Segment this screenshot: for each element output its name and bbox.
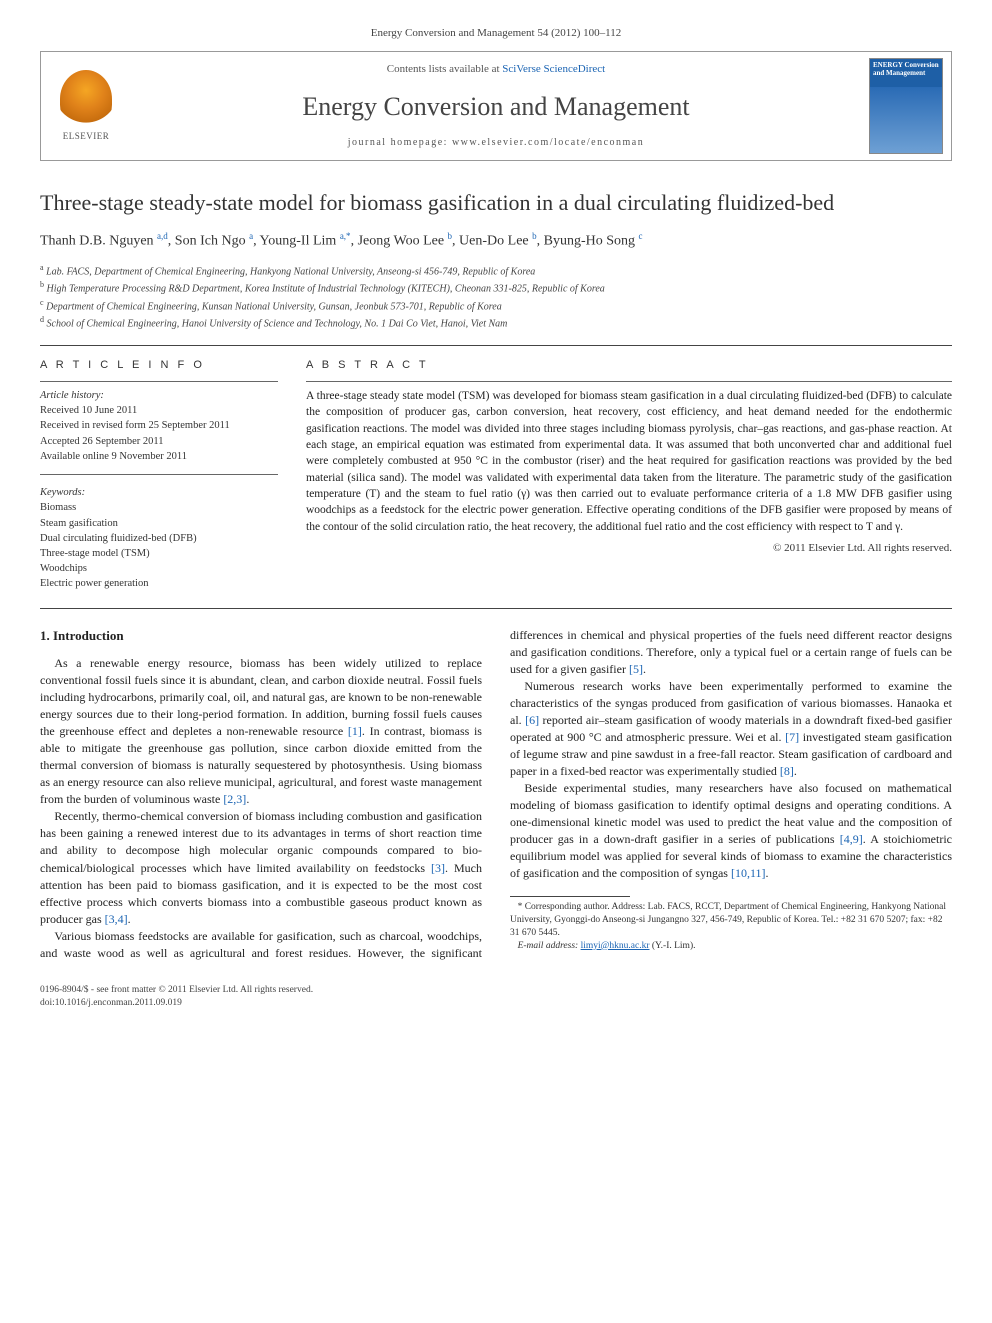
citation-ref[interactable]: [1] [348, 724, 362, 738]
article-history-block: Article history: Received 10 June 2011Re… [40, 388, 278, 592]
history-line: Available online 9 November 2011 [40, 449, 278, 464]
doi-line: doi:10.1016/j.enconman.2011.09.019 [40, 997, 952, 1010]
citation-ref[interactable]: [10,11] [731, 866, 766, 880]
homepage-prefix: journal homepage: [348, 137, 452, 148]
affiliation-list: a Lab. FACS, Department of Chemical Engi… [40, 262, 952, 331]
homepage-url[interactable]: www.elsevier.com/locate/enconman [452, 137, 644, 148]
affiliation-line: c Department of Chemical Engineering, Ku… [40, 297, 952, 314]
corresponding-author-text: * Corresponding author. Address: Lab. FA… [510, 901, 952, 939]
info-rule [40, 381, 278, 382]
body-paragraph: Beside experimental studies, many resear… [510, 780, 952, 882]
elsevier-tree-icon [60, 70, 112, 128]
keyword-line: Steam gasification [40, 516, 278, 531]
footer-meta: 0196-8904/$ - see front matter © 2011 El… [40, 984, 952, 1011]
history-label: Article history: [40, 388, 278, 403]
abstract-column: A B S T R A C T A three-stage steady sta… [306, 358, 952, 591]
cover-thumb-block: ENERGY Conversion and Management [861, 52, 951, 160]
keywords-label: Keywords: [40, 485, 278, 500]
contents-prefix: Contents lists available at [387, 63, 502, 75]
cover-title: ENERGY Conversion and Management [873, 62, 939, 77]
article-title: Three-stage steady-state model for bioma… [40, 189, 952, 217]
abstract-rule [306, 381, 952, 382]
footnote-separator [510, 896, 630, 897]
abstract-text: A three-stage steady state model (TSM) w… [306, 388, 952, 535]
journal-header: ELSEVIER Contents lists available at Sci… [40, 51, 952, 161]
sciencedirect-link[interactable]: SciVerse ScienceDirect [502, 63, 605, 75]
contents-available-line: Contents lists available at SciVerse Sci… [139, 62, 853, 77]
journal-cover-thumbnail: ENERGY Conversion and Management [869, 58, 943, 154]
publisher-logo-block: ELSEVIER [41, 52, 131, 160]
citation-ref[interactable]: [3,4] [105, 912, 128, 926]
citation-line: Energy Conversion and Management 54 (201… [40, 20, 952, 51]
article-body: 1. Introduction As a renewable energy re… [40, 627, 952, 962]
body-paragraph: As a renewable energy resource, biomass … [40, 655, 482, 808]
citation-ref[interactable]: [2,3] [223, 792, 246, 806]
journal-homepage-line: journal homepage: www.elsevier.com/locat… [139, 136, 853, 150]
section-heading-intro: 1. Introduction [40, 627, 482, 645]
keyword-line: Three-stage model (TSM) [40, 546, 278, 561]
affiliation-line: d School of Chemical Engineering, Hanoi … [40, 314, 952, 331]
top-divider [40, 345, 952, 346]
front-matter-line: 0196-8904/$ - see front matter © 2011 El… [40, 984, 952, 997]
body-paragraph: Numerous research works have been experi… [510, 678, 952, 780]
corresponding-email-line: E-mail address: limyi@hknu.ac.kr (Y.-I. … [510, 940, 952, 953]
corresponding-footnote: * Corresponding author. Address: Lab. FA… [510, 901, 952, 952]
body-divider [40, 608, 952, 609]
author-list: Thanh D.B. Nguyen a,d, Son Ich Ngo a, Yo… [40, 230, 952, 252]
abstract-copyright: © 2011 Elsevier Ltd. All rights reserved… [306, 541, 952, 556]
keyword-line: Woodchips [40, 561, 278, 576]
publisher-label: ELSEVIER [63, 130, 110, 142]
article-info-heading: A R T I C L E I N F O [40, 358, 278, 373]
header-center: Contents lists available at SciVerse Sci… [131, 52, 861, 160]
citation-ref[interactable]: [4,9] [840, 832, 863, 846]
keyword-line: Dual circulating fluidized-bed (DFB) [40, 531, 278, 546]
citation-ref[interactable]: [7] [785, 730, 799, 744]
history-line: Received 10 June 2011 [40, 403, 278, 418]
citation-ref[interactable]: [3] [431, 861, 445, 875]
body-paragraph: Recently, thermo-chemical conversion of … [40, 808, 482, 927]
abstract-heading: A B S T R A C T [306, 358, 952, 373]
email-attribution: (Y.-I. Lim). [652, 941, 696, 951]
history-line: Accepted 26 September 2011 [40, 434, 278, 449]
email-label: E-mail address: [518, 941, 579, 951]
info-abstract-row: A R T I C L E I N F O Article history: R… [40, 358, 952, 591]
history-line: Received in revised form 25 September 20… [40, 418, 278, 433]
keyword-line: Electric power generation [40, 576, 278, 591]
article-info-column: A R T I C L E I N F O Article history: R… [40, 358, 278, 591]
citation-ref[interactable]: [5] [629, 662, 643, 676]
citation-ref[interactable]: [8] [780, 764, 794, 778]
corresponding-email-link[interactable]: limyi@hknu.ac.kr [581, 941, 650, 951]
affiliation-line: b High Temperature Processing R&D Depart… [40, 279, 952, 296]
journal-name: Energy Conversion and Management [139, 89, 853, 124]
citation-ref[interactable]: [6] [525, 713, 539, 727]
affiliation-line: a Lab. FACS, Department of Chemical Engi… [40, 262, 952, 279]
info-inner-rule [40, 474, 278, 475]
keyword-line: Biomass [40, 500, 278, 515]
